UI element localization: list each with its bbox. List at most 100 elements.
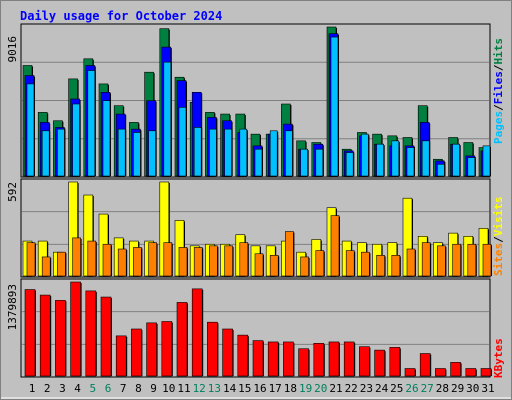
x-tick-label: 13	[208, 382, 221, 395]
bar-sites-day-17	[269, 255, 279, 277]
bar-sites-day-15	[239, 242, 249, 277]
bar-kbytes-day-29	[450, 362, 461, 377]
bar-sites-day-3	[57, 251, 66, 277]
bar-sites-day-21	[330, 215, 340, 277]
bar-files-day-9	[148, 130, 156, 177]
bar-sites-day-22	[345, 250, 355, 277]
x-tick-label: 2	[44, 382, 51, 395]
bar-files-day-18	[285, 130, 293, 177]
bar-kbytes-day-22	[343, 341, 355, 377]
legend-visits: Visits	[492, 197, 505, 237]
legend-sep-3: /	[492, 236, 505, 243]
bar-files-day-12	[193, 127, 202, 177]
x-tick-label: 30	[466, 382, 479, 395]
x-tick-label: 19	[299, 382, 312, 395]
bar-sites-day-16	[254, 253, 264, 277]
bar-sites-day-2	[41, 256, 51, 277]
visits-panel-legend: Sites/Visits	[492, 197, 505, 277]
bar-kbytes-day-8	[131, 328, 142, 377]
bar-kbytes-day-15	[237, 334, 249, 377]
hits-panel-legend: Pages/Files/Hits	[492, 38, 505, 144]
bar-sites-day-25	[391, 255, 401, 277]
bar-files-day-31	[482, 145, 491, 177]
x-tick-label: 26	[405, 382, 418, 395]
bar-sites-day-14	[224, 245, 233, 277]
bar-files-day-10	[163, 61, 172, 177]
legend-pages: Pages	[492, 111, 505, 144]
x-tick-label: 23	[360, 382, 373, 395]
bar-kbytes-day-4	[70, 281, 81, 377]
visits-max-label: 592	[6, 182, 19, 202]
x-tick-label: 5	[89, 382, 96, 395]
x-tick-label: 4	[74, 382, 81, 395]
bar-files-day-13	[209, 128, 217, 177]
bar-kbytes-day-9	[146, 322, 157, 377]
bar-kbytes-day-26	[404, 368, 416, 377]
bar-files-day-20	[315, 148, 324, 177]
legend-sep-1: /	[492, 104, 505, 111]
bar-sites-day-7	[117, 248, 127, 277]
bar-files-day-26	[406, 147, 415, 177]
bar-files-day-29	[452, 143, 460, 177]
bar-files-day-1	[26, 83, 35, 177]
bar-sites-day-30	[467, 243, 477, 277]
bar-files-day-28	[437, 163, 445, 177]
x-axis-labels: 1 2 3 4 5 6 7 8 9 10 11 12 13 14 15 16 17 18 19 20 21 22 23 24 2…	[29, 382, 495, 395]
x-tick-label: 25	[390, 382, 403, 395]
bar-kbytes-day-10	[161, 321, 173, 377]
x-tick-label: 8	[135, 382, 142, 395]
legend-sep-2: /	[492, 64, 505, 71]
x-tick-label: 16	[253, 382, 266, 395]
bar-kbytes-day-24	[374, 349, 385, 377]
bar-sites-day-10	[163, 242, 173, 277]
bar-kbytes-day-7	[115, 335, 127, 377]
bar-sites-day-24	[376, 255, 385, 277]
bar-kbytes-day-17	[267, 341, 279, 377]
bar-files-day-7	[117, 128, 126, 177]
bar-sites-day-26	[406, 248, 416, 277]
bar-sites-day-13	[209, 245, 218, 277]
bar-sites-day-4	[72, 237, 81, 277]
bar-files-day-21	[330, 36, 339, 177]
bar-kbytes-day-12	[191, 288, 203, 377]
bar-sites-day-5	[87, 240, 97, 277]
bar-files-day-2	[41, 130, 50, 177]
hits-max-label: 9016	[6, 36, 19, 63]
x-tick-label: 10	[162, 382, 175, 395]
kbytes-panel-legend: KBytes	[492, 338, 505, 378]
x-tick-label: 14	[223, 382, 237, 395]
bar-files-day-5	[87, 70, 96, 177]
chart-title: Daily usage for October 2024	[20, 9, 222, 23]
x-tick-label: 3	[59, 382, 66, 395]
x-tick-label: 31	[481, 382, 494, 395]
bar-sites-day-28	[437, 245, 446, 277]
x-tick-label: 24	[375, 382, 389, 395]
bar-files-day-23	[361, 133, 369, 177]
x-tick-label: 1	[29, 382, 36, 395]
bar-kbytes-day-16	[252, 340, 264, 377]
bar-kbytes-day-18	[283, 341, 294, 377]
bar-files-day-17	[269, 130, 278, 177]
bar-files-day-3	[57, 128, 65, 177]
x-tick-label: 9	[150, 382, 157, 395]
bar-files-day-27	[421, 140, 430, 177]
bar-sites-day-8	[133, 247, 142, 277]
legend-sites: Sites	[492, 243, 505, 276]
bar-sites-day-11	[178, 247, 188, 277]
bar-files-day-24	[376, 143, 384, 177]
bar-kbytes-day-14	[222, 328, 233, 377]
x-tick-label: 12	[193, 382, 206, 395]
bar-files-day-15	[239, 128, 248, 177]
legend-files: Files	[492, 71, 505, 104]
bar-kbytes-day-1	[24, 289, 36, 377]
bar-sites-day-29	[452, 243, 461, 277]
bar-files-day-22	[345, 152, 354, 177]
bar-kbytes-day-23	[359, 346, 370, 377]
bar-sites-day-19	[300, 256, 309, 277]
bar-sites-day-18	[285, 231, 294, 277]
x-tick-label: 28	[436, 382, 449, 395]
legend-kbytes: KBytes	[492, 338, 505, 378]
bar-kbytes-day-25	[389, 347, 401, 377]
bar-sites-day-31	[482, 243, 492, 277]
